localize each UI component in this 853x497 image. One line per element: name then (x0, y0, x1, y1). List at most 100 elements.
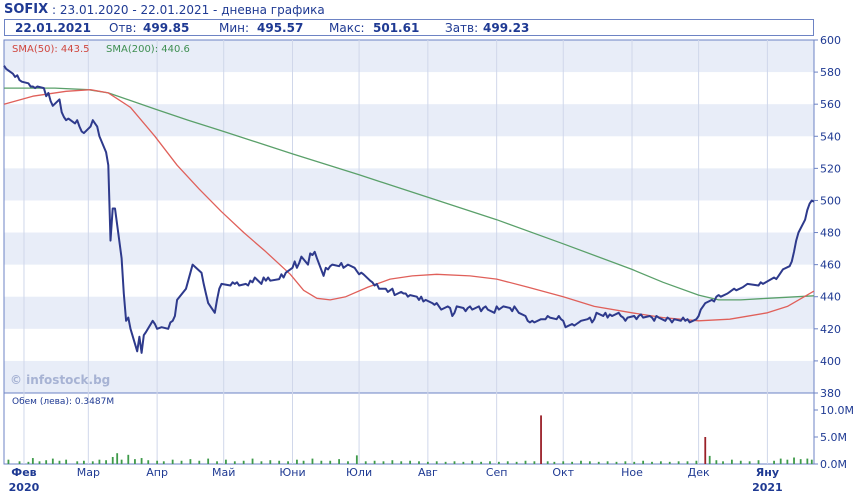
volume-bar (76, 461, 79, 464)
volume-bar (480, 461, 483, 464)
volume-panel-frame (3, 392, 815, 465)
volume-bar (156, 460, 159, 464)
volume-bars (7, 415, 813, 464)
volume-bar (7, 459, 10, 464)
volume-bar (18, 461, 21, 464)
x-tick-label: Юни (279, 466, 305, 479)
volume-bar (668, 461, 671, 464)
volume-bar (562, 461, 565, 464)
volume-legend: Обем (лева): 0.3487M (12, 397, 114, 407)
volume-bar (58, 460, 61, 464)
y-tick-label: 500 (820, 194, 841, 207)
volume-bar (606, 461, 609, 464)
x-tick-label: Апр (146, 466, 168, 479)
volume-bar (287, 461, 289, 464)
y-tick-label: 540 (820, 130, 841, 143)
volume-bar (546, 461, 549, 464)
legend-sma200: SMA(200): 440.6 (106, 44, 190, 55)
price-band (4, 104, 814, 137)
price-band (4, 40, 814, 73)
volume-bar (400, 461, 403, 464)
volume-bar (355, 455, 358, 464)
y-tick-label: 600 (820, 34, 841, 47)
volume-bar (730, 459, 733, 464)
price-panel-frame (3, 39, 815, 394)
volume-bar (189, 459, 192, 464)
volume-bar (588, 461, 591, 464)
volume-bar (45, 460, 48, 464)
volume-bar (553, 461, 556, 464)
quote-high-value: 501.61 (373, 21, 420, 35)
volume-bar (497, 461, 500, 464)
y-tick-label: 560 (820, 98, 841, 111)
volume-bar (311, 458, 314, 464)
x-tick-label: Яну (756, 466, 779, 479)
volume-bar (624, 461, 627, 464)
series-lines (3, 65, 815, 354)
volume-bar (786, 459, 789, 464)
volume-bar (659, 461, 662, 464)
quote-high-label: Макс: (329, 21, 365, 35)
y-tick-label: 460 (820, 259, 841, 272)
legend-sma50: SMA(50): 443.5 (12, 44, 90, 55)
volume-bar (364, 461, 367, 464)
x-tick-label: Мар (77, 466, 100, 479)
volume-bar (207, 458, 210, 464)
volume-bar (806, 458, 809, 464)
volume-bar (147, 460, 150, 464)
x-tick-label: Май (212, 466, 235, 479)
price-band (4, 360, 814, 393)
chart-header: SOFIX : 23.01.2020 - 22.01.2021 - дневна… (0, 0, 853, 20)
y-tick-label: 420 (820, 323, 841, 336)
volume-bar (116, 453, 119, 464)
volume-bar (677, 461, 680, 464)
volume-bar (127, 454, 130, 464)
y-tick-label: 580 (820, 66, 841, 79)
volume-bar (65, 459, 68, 464)
volume-bar (540, 415, 542, 464)
price-axis: 380 400 420 440 460 480 500 520 540 560 580 600 (814, 34, 841, 400)
volume-bar (453, 461, 456, 464)
quote-low-value: 495.57 (257, 21, 304, 35)
x-tick-label: Фев (11, 466, 36, 479)
y-tick-label: 400 (820, 355, 841, 368)
volume-bar (180, 460, 183, 464)
price-band (4, 232, 814, 265)
volume-bar (524, 460, 527, 464)
volume-bar (462, 461, 465, 464)
volume-bar (779, 458, 782, 464)
volume-bar (799, 459, 802, 464)
volume-bar (739, 460, 742, 464)
volume-bar (651, 461, 653, 464)
volume-bar (773, 460, 775, 464)
volume-bar (111, 456, 114, 464)
volume-bar (444, 461, 447, 464)
x-tick-label: Окт (552, 466, 574, 479)
quote-open-label: Отв: (109, 21, 137, 35)
volume-bar (98, 459, 101, 464)
volume-bar (615, 461, 618, 464)
quote-low-label: Мин: (219, 21, 250, 35)
volume-bar (105, 460, 107, 464)
volume-bar (506, 461, 509, 464)
volume-bar (633, 461, 636, 464)
volume-bar (91, 461, 94, 464)
month-gridlines (23, 40, 768, 464)
volume-bar (810, 459, 813, 464)
volume-bar (225, 459, 227, 464)
volume-bar (704, 437, 707, 464)
volume-bar (426, 461, 429, 464)
x-tick-label: Дек (688, 466, 710, 479)
volume-bar (715, 460, 718, 464)
volume-bar (418, 461, 420, 464)
watermark: © infostock.bg (10, 373, 110, 387)
volume-bar (302, 460, 305, 464)
volume-bar (82, 460, 85, 464)
volume-bar (722, 461, 724, 464)
volume-bar (198, 460, 201, 464)
y-tick-label: 520 (820, 162, 841, 175)
volume-bar (748, 461, 751, 464)
ticker-symbol: SOFIX (4, 2, 49, 17)
price-band (4, 168, 814, 201)
